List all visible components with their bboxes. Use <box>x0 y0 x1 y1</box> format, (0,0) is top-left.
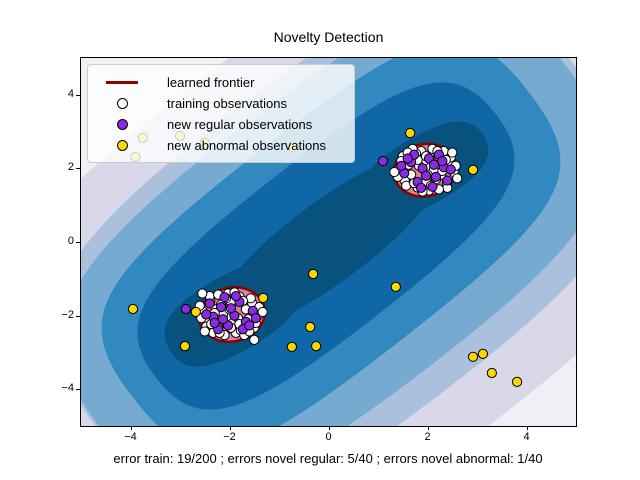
legend-item: learned frontier <box>97 72 354 93</box>
regular-point <box>430 171 442 182</box>
y-tick-label: 2 <box>67 161 74 174</box>
contour-band-darkest <box>216 154 441 330</box>
x-tick-mark <box>130 426 132 430</box>
legend-label: training observations <box>167 96 287 111</box>
regular-point <box>420 170 432 181</box>
abnormal-point <box>179 341 191 352</box>
x-tick-mark <box>229 426 231 430</box>
abnormal-point <box>190 306 201 318</box>
regular-point <box>377 155 389 167</box>
y-tick-mark <box>76 94 80 96</box>
y-tick-mark <box>76 315 80 317</box>
x-tick-mark <box>427 426 429 430</box>
legend-label: learned frontier <box>167 75 255 90</box>
training-point <box>199 326 210 337</box>
legend-item: new regular observations <box>97 114 354 135</box>
y-tick-label: −4 <box>61 382 74 395</box>
legend-label: new regular observations <box>167 117 313 132</box>
abnormal-point <box>311 341 322 352</box>
regular-point <box>442 175 453 186</box>
regular-point <box>219 292 230 303</box>
regular-point <box>415 182 427 194</box>
abnormal-point <box>486 367 497 379</box>
regular-point <box>437 155 448 167</box>
training-point <box>452 173 463 184</box>
y-tick-mark <box>76 389 80 391</box>
abnormal-point <box>390 281 401 292</box>
legend-label: new abnormal observations <box>167 138 326 153</box>
scatter-dot-icon <box>97 140 147 151</box>
abnormal-point <box>405 127 416 139</box>
regular-point <box>201 309 212 320</box>
legend-box: learned frontier training observations new… <box>87 64 355 163</box>
regular-point <box>250 313 261 324</box>
abnormal-point <box>286 341 297 352</box>
plot-title: Novelty Detection <box>273 29 384 45</box>
abnormal-point <box>511 376 523 387</box>
regular-point <box>445 164 456 175</box>
training-point <box>249 334 260 345</box>
abnormal-point <box>127 303 139 315</box>
abnormal-point <box>258 292 269 304</box>
regular-point <box>217 314 229 325</box>
x-tick-label: −4 <box>124 431 137 443</box>
regular-point <box>225 303 237 314</box>
x-axis-label: error train: 19/200 ; errors novel regul… <box>113 451 543 466</box>
y-tick-mark <box>76 242 80 243</box>
regular-point <box>215 302 227 313</box>
scatter-dot-icon <box>97 119 147 130</box>
regular-point <box>396 160 407 171</box>
regular-point <box>244 320 255 331</box>
plot-area: learned frontier training observations new… <box>80 57 577 427</box>
x-tick-label: 0 <box>325 431 332 443</box>
y-tick-label: 0 <box>67 235 74 247</box>
y-tick-mark <box>76 168 80 170</box>
abnormal-point <box>467 351 479 362</box>
x-tick-mark <box>526 426 528 430</box>
legend-item: training observations <box>97 93 354 114</box>
legend-item: new abnormal observations <box>97 135 354 156</box>
x-tick-label: 2 <box>424 431 431 443</box>
x-tick-mark <box>328 426 330 430</box>
regular-point <box>180 303 192 315</box>
abnormal-point <box>305 321 316 333</box>
x-tick-label: 4 <box>523 431 530 443</box>
abnormal-point <box>467 164 479 175</box>
regular-point <box>204 298 215 309</box>
training-point <box>447 147 458 158</box>
regular-point <box>402 153 413 164</box>
frontier-line-icon <box>97 81 147 84</box>
training-point <box>197 288 208 299</box>
regular-point <box>427 181 438 192</box>
scatter-dot-icon <box>97 98 147 109</box>
training-point <box>389 166 400 178</box>
regular-point <box>209 317 220 329</box>
regular-point <box>230 290 242 302</box>
abnormal-point <box>477 348 489 359</box>
x-tick-label: −2 <box>223 431 236 443</box>
y-tick-label: −2 <box>61 308 74 321</box>
abnormal-point <box>308 268 319 280</box>
regular-point <box>428 159 440 170</box>
y-tick-label: 4 <box>67 87 74 100</box>
training-point <box>257 306 268 318</box>
